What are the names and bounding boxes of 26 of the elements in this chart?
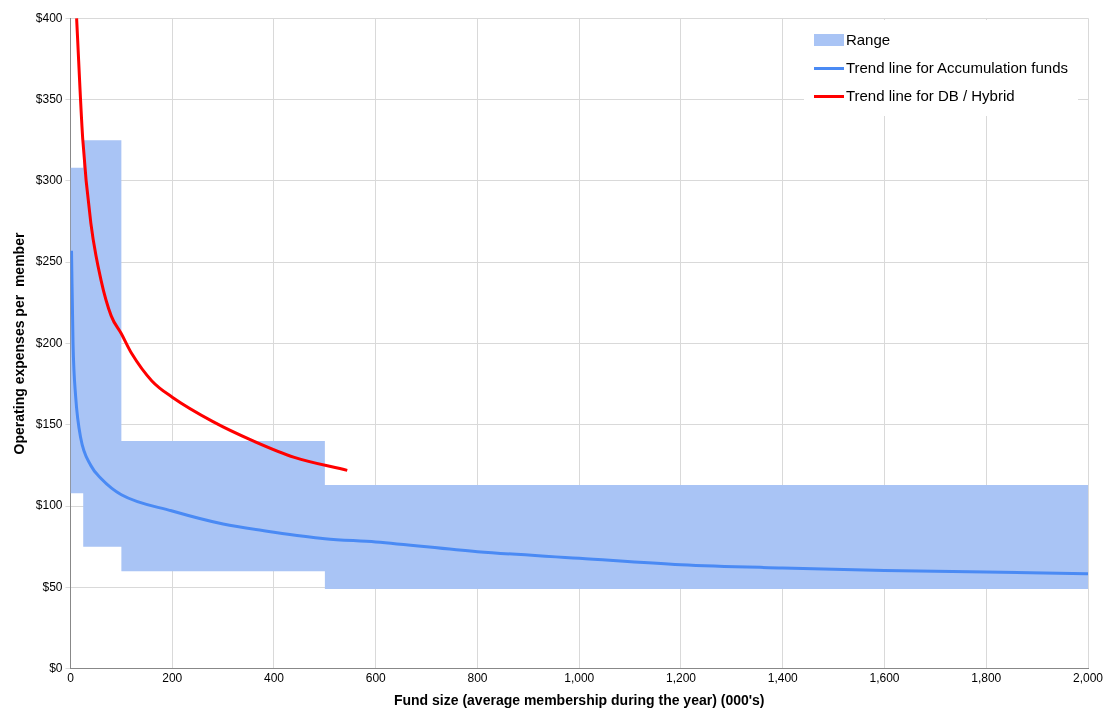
- y-tick-label: $300: [35, 173, 63, 188]
- x-tick-label: 1,000: [564, 671, 595, 686]
- x-tick-label: 200: [162, 671, 183, 686]
- y-tick-label: $200: [35, 335, 63, 350]
- y-tick-label: $100: [35, 498, 63, 513]
- y-tick-label: $0: [49, 661, 63, 676]
- legend-label: Range: [845, 30, 891, 50]
- x-tick-label: 1,600: [869, 671, 900, 686]
- x-tick-label: 600: [365, 671, 387, 686]
- y-tick-label: $250: [35, 254, 63, 269]
- x-tick-label: 1,200: [665, 671, 697, 686]
- x-tick-label: 800: [467, 671, 488, 686]
- y-tick-label: $400: [35, 10, 63, 25]
- legend-label: Trend line for DB / Hybrid: [845, 86, 1015, 106]
- x-tick-label: 2,000: [1072, 671, 1104, 686]
- y-tick-label: $350: [35, 91, 63, 106]
- y-tick-label: $50: [42, 579, 63, 594]
- x-axis-title: Fund size (average membership during the year) (000's): [393, 692, 765, 709]
- x-tick-label: 0: [67, 671, 75, 686]
- x-tick-label: 400: [263, 671, 285, 686]
- x-tick-label: 1,400: [767, 671, 799, 686]
- y-tick-label: $150: [35, 417, 63, 432]
- legend-label: Trend line for Accumulation funds: [845, 58, 1068, 78]
- line-series: [75, 18, 349, 472]
- x-tick-label: 1,800: [971, 671, 1002, 686]
- y-axis-title: Operating expenses per member: [11, 232, 28, 455]
